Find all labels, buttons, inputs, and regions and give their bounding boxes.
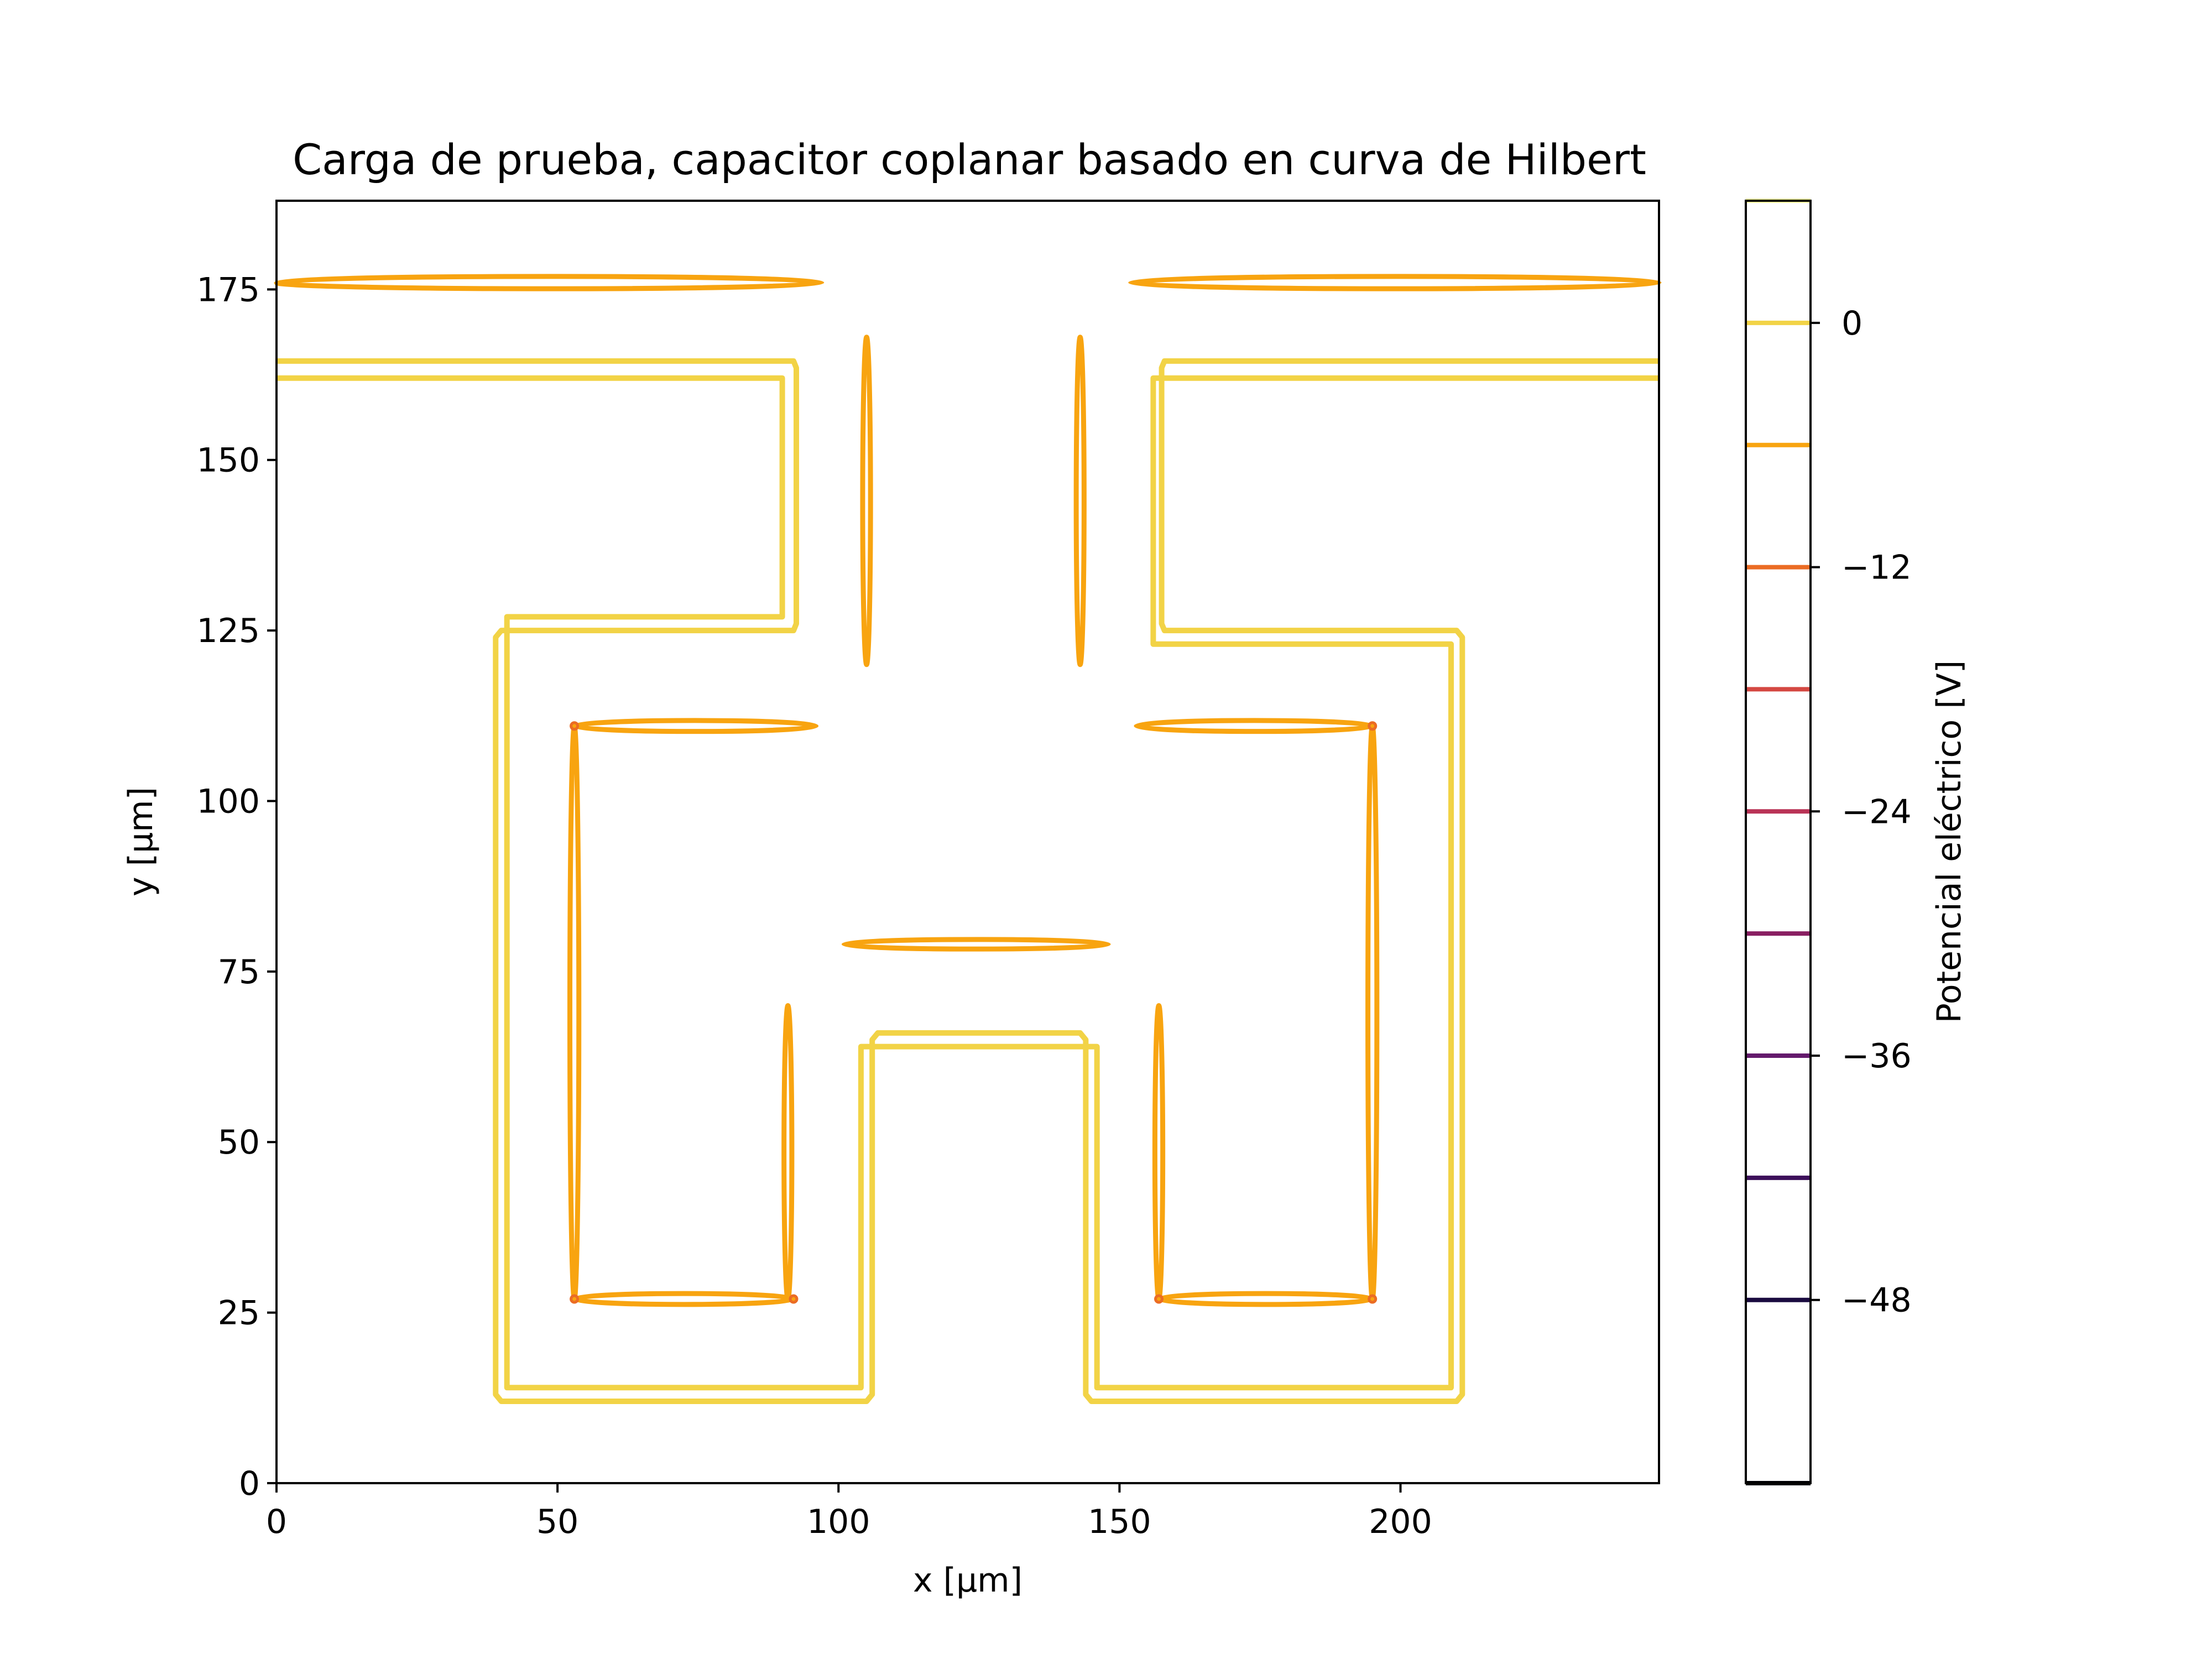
y-axis-label: y [µm] xyxy=(122,787,160,896)
x-axis-label: x [µm] xyxy=(913,1561,1022,1600)
contour-level-minus6-segment xyxy=(572,1291,796,1307)
contour-level-minus12-corner xyxy=(570,1294,580,1304)
colorbar-background xyxy=(1746,201,1811,1483)
x-tick-label: 50 xyxy=(536,1503,578,1541)
colorbar-tick-label: −36 xyxy=(1841,1037,1912,1076)
y-tick-label: 25 xyxy=(218,1294,260,1333)
contour-level-minus6-segment xyxy=(841,937,1111,952)
contour-level-minus12-corner xyxy=(570,721,580,731)
y-tick-label: 50 xyxy=(218,1123,260,1162)
colorbar-frame xyxy=(1745,200,1812,1484)
plot-frame xyxy=(275,200,1660,1484)
y-axis: 0 25 50 75 100 125 150 175 xyxy=(196,270,276,1503)
contour-level-minus12-corner xyxy=(1154,1294,1164,1304)
y-tick-label: 75 xyxy=(218,953,260,992)
colorbar-tick-label: −24 xyxy=(1841,792,1912,831)
y-tick-label: 150 xyxy=(196,441,260,480)
plot-area xyxy=(274,200,1662,1484)
y-tick-label: 0 xyxy=(239,1464,260,1503)
x-tick-label: 100 xyxy=(807,1503,870,1541)
y-tick-label: 175 xyxy=(196,270,260,309)
contour-level-0-inner xyxy=(276,375,1659,1391)
colorbar-tick-label: −12 xyxy=(1841,549,1912,587)
x-axis: 0 50 100 150 200 xyxy=(266,1483,1432,1541)
contour-level-0-outer xyxy=(276,358,1659,1404)
y-tick-label: 100 xyxy=(196,782,260,821)
contour-level-minus6-segment xyxy=(860,335,873,667)
x-tick-label: 0 xyxy=(266,1503,287,1541)
contour-level-minus6-segment xyxy=(1073,335,1087,667)
contour-level-minus6-segment xyxy=(1152,1003,1166,1302)
x-tick-label: 200 xyxy=(1369,1503,1432,1541)
colorbar: 0 −12 −24 −36 −48 Potencial eléctrico [V] xyxy=(1745,199,1969,1485)
contour-level-minus6-segment xyxy=(781,1003,795,1302)
colorbar-ticks: 0 −12 −24 −36 −48 xyxy=(1811,304,1912,1320)
chart-title: Carga de prueba, capacitor coplanar basa… xyxy=(293,135,1646,184)
contour-level-minus12-corner xyxy=(789,1294,799,1304)
contour-level-minus12-corner xyxy=(1368,721,1378,731)
x-tick-label: 150 xyxy=(1088,1503,1151,1541)
colorbar-tick-label: −48 xyxy=(1841,1281,1912,1320)
colorbar-tick-label: 0 xyxy=(1841,304,1863,343)
colorbar-label: Potencial eléctrico [V] xyxy=(1930,660,1969,1023)
y-tick-label: 125 xyxy=(196,612,260,650)
contour-level-minus12-corner xyxy=(1368,1294,1378,1304)
